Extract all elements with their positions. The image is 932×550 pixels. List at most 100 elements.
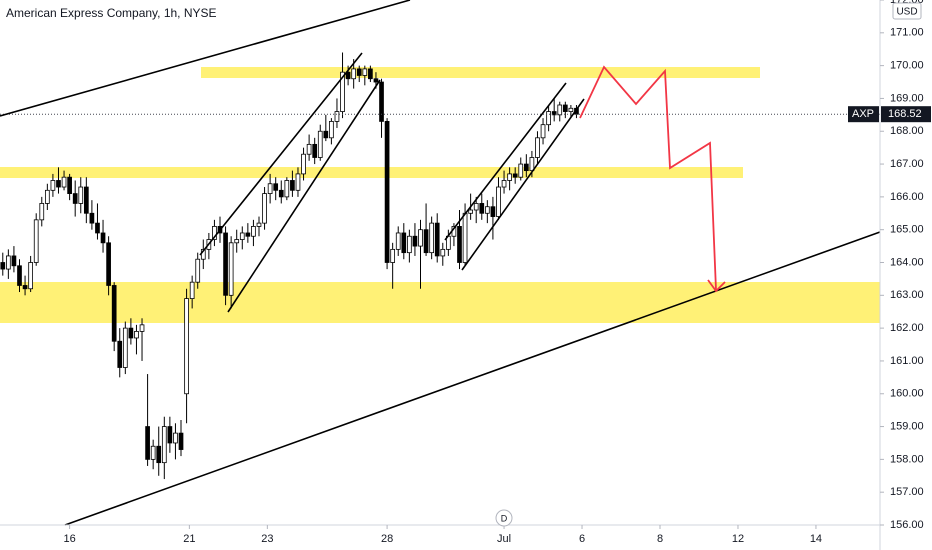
candle-body [434,222,440,257]
candle-body [540,124,546,139]
candle-body [529,157,535,172]
candle-body [139,324,145,332]
candle-body [351,68,357,80]
candle-body [273,183,279,191]
candle-body [212,226,217,240]
projection-arrow [707,279,726,293]
y-tick-label: 167.00 [890,158,924,170]
candle-body [373,78,379,83]
candle-body [568,107,574,112]
candle-body [167,426,173,444]
last-price-badge [881,106,931,123]
currency-badge [892,2,922,20]
lower-trend-line [64,231,881,526]
candle-body [312,143,318,158]
candle-body [518,163,524,178]
candle-body [356,68,362,76]
y-tick-label: 157.00 [890,486,924,498]
candle-body [429,222,434,254]
candle-body [501,180,507,188]
symbol-badge [848,106,879,123]
y-tick-label: 159.00 [890,420,924,432]
candle-body [368,68,373,80]
candle-body [128,327,134,339]
candle-body [557,104,563,116]
y-tick-label: 164.00 [890,256,924,268]
channel-line [461,98,585,271]
x-tick-label: 16 [63,533,75,545]
x-tick-label: 21 [183,533,195,545]
candle-body [245,232,251,237]
candle-body [546,111,551,126]
candle-body [61,176,67,188]
candle-body [490,206,496,217]
y-tick-label: 171.00 [890,27,924,39]
candle-body [95,222,100,234]
candle-body [323,130,329,139]
candle-body [390,248,396,263]
candle-body [340,71,345,112]
trend-lines [0,0,881,526]
y-tick-label: 163.00 [890,289,924,301]
candle-body [6,255,11,270]
candle-body [78,186,84,204]
x-tick-label: Jul [497,533,511,545]
candle-body [106,242,111,286]
candle-body [228,242,234,296]
candle-body [317,130,323,158]
middle-zone [0,167,743,178]
candle-body [89,212,95,224]
channel-line [227,79,381,313]
candle-body [423,229,429,254]
chart-title: American Express Company, 1h, NYSE [6,6,217,20]
resistance-zone [201,67,760,78]
candle-body [284,180,290,198]
candle-body [150,445,156,460]
candle-body [189,281,195,299]
y-tick-label: 158.00 [890,453,924,465]
candle-body [251,226,256,237]
candle-body [290,180,295,191]
candle-body [395,232,401,250]
candle-body [512,173,518,178]
x-tick-label: 6 [579,533,585,545]
candle-body [301,153,306,175]
candle-body [345,71,351,80]
x-tick-label: 8 [657,533,663,545]
candle-body [462,212,468,263]
currency-label: USD [896,7,917,18]
candle-body [122,327,128,368]
x-tick-label: 12 [732,533,744,545]
candle-body [28,262,33,290]
zones [0,67,880,323]
candle-body [145,426,150,460]
y-tick-label: 168.00 [890,125,924,137]
channel-line [199,52,363,256]
candle-body [262,193,267,224]
candle-body [384,121,390,263]
y-tick-label: 166.00 [890,191,924,203]
candle-body [401,232,407,254]
candle-body [234,239,240,244]
candle-body [173,432,178,444]
candle-body [100,232,106,244]
candle-body [111,285,117,342]
candle-body [306,143,312,155]
y-tick-label: 160.00 [890,388,924,400]
dividend-icon [495,509,513,527]
candle-body [507,173,512,181]
candle-body [17,265,22,286]
x-tick-label: 23 [261,533,273,545]
dividend-letter: D [501,513,508,523]
y-tick-label: 169.00 [890,92,924,104]
y-tick-label: 165.00 [890,224,924,236]
candle-body [33,219,39,263]
candle-body [267,183,273,194]
candle-body [457,226,462,263]
candle-body [329,121,334,139]
candle-body [223,232,228,296]
candle-body [407,235,412,254]
candle-body [117,340,123,368]
candle-body [562,104,568,112]
axes: 156.00 157.00 158.00 159.00 160.00 161.00 162.… [63,0,924,545]
